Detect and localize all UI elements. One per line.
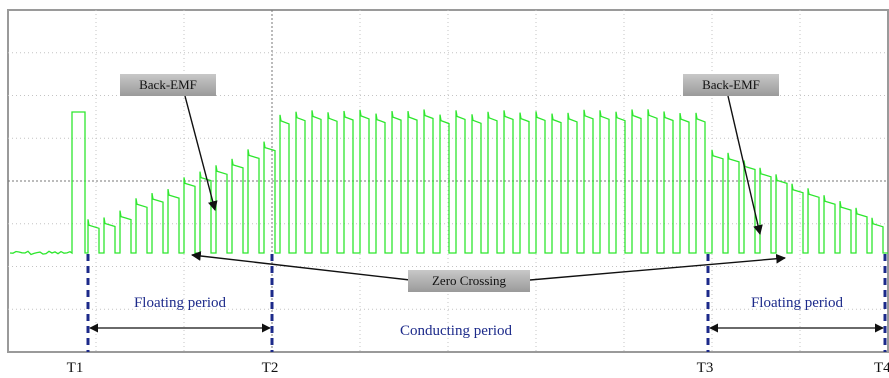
period-label: Floating period: [134, 295, 227, 311]
period-label: Conducting period: [400, 323, 513, 339]
time-marker-label: T2: [262, 360, 279, 376]
callout-label: Back-EMF: [139, 77, 197, 92]
time-marker-label: T1: [67, 360, 84, 376]
callout-label: Zero Crossing: [432, 273, 507, 288]
callout-label: Back-EMF: [702, 77, 760, 92]
page: {"callouts": ["Back-EMF", "Back-EMF", "Z…: [0, 0, 889, 378]
period-label: Floating period: [751, 295, 844, 311]
time-marker-label: T3: [697, 360, 714, 376]
scope-diagram: Back-EMF Back-EMF Zero Crossing Floating…: [0, 0, 889, 378]
time-marker-label: T4: [874, 360, 889, 376]
